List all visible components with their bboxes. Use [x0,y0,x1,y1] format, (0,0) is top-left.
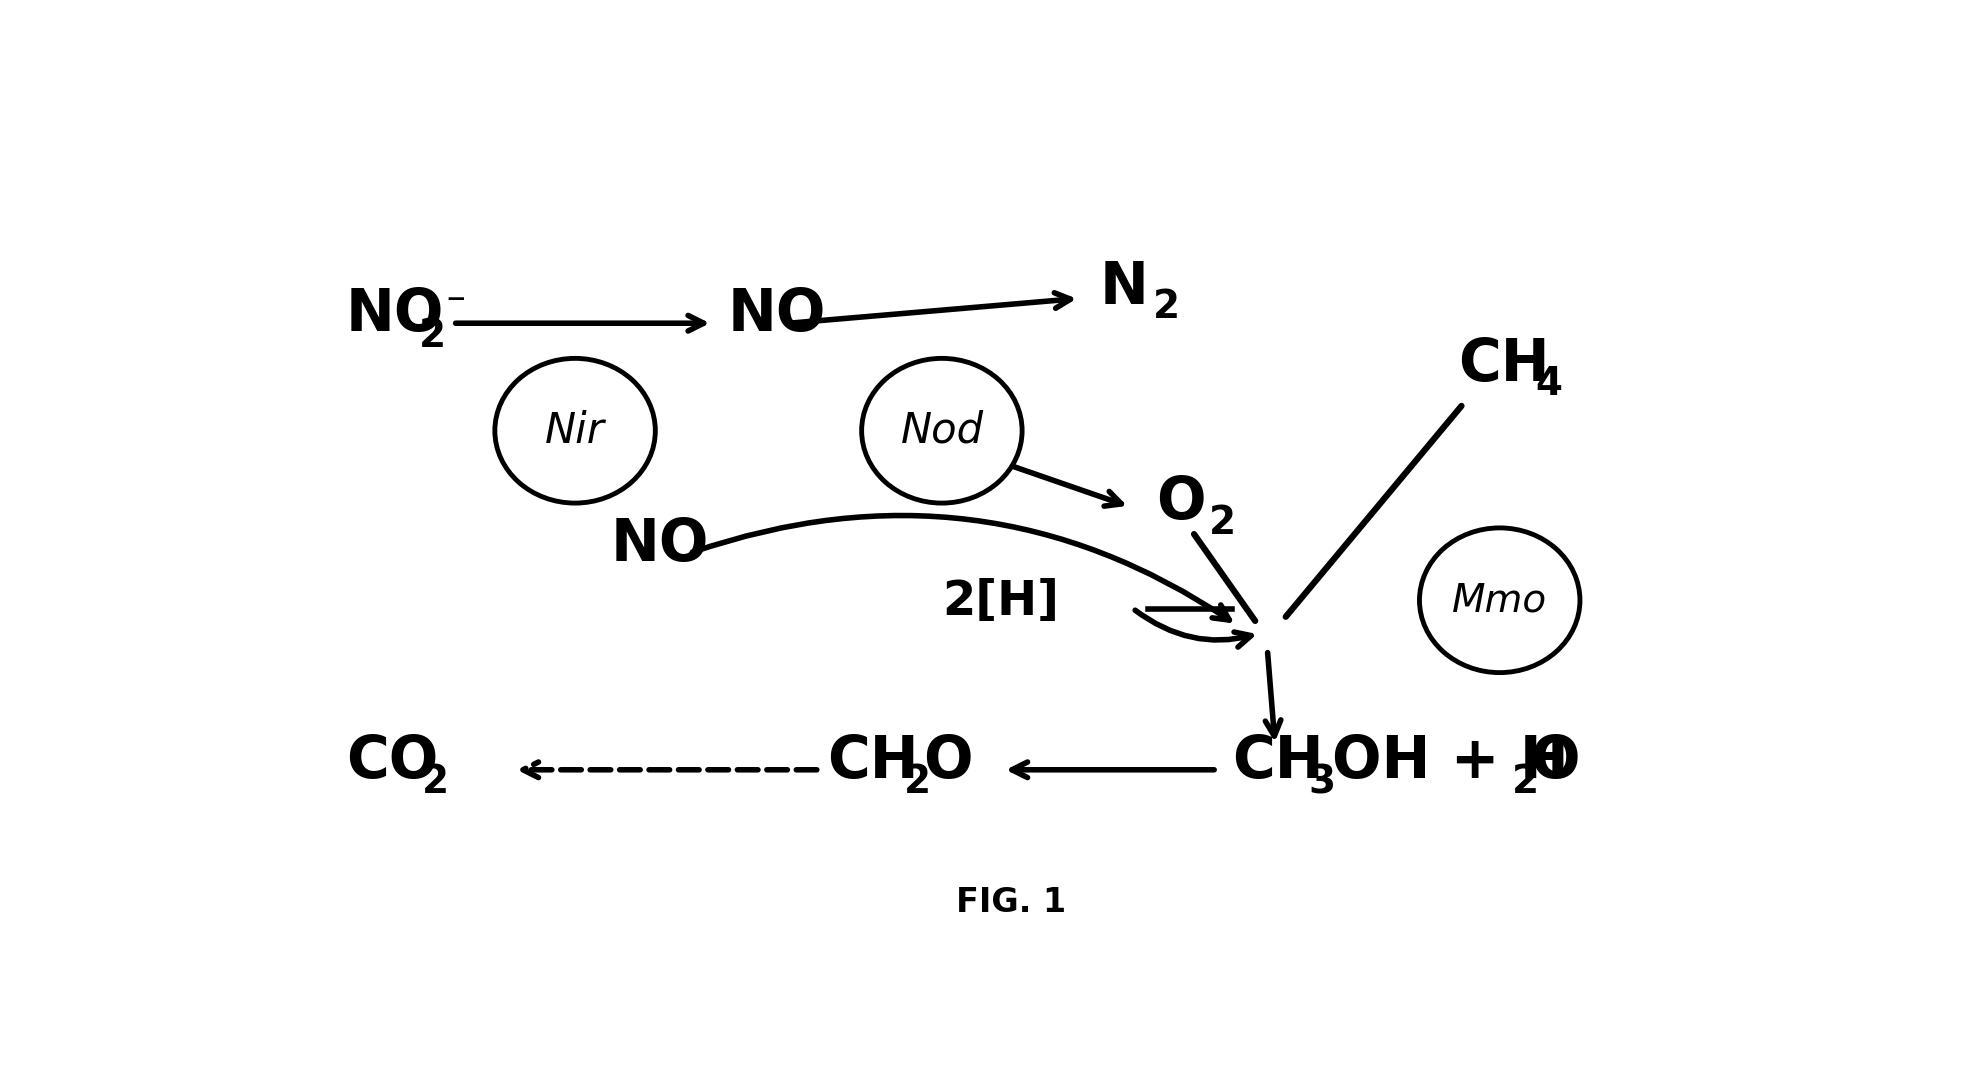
Text: O: O [923,734,972,790]
Text: Nir: Nir [544,409,605,452]
Text: 2[H]: 2[H] [943,579,1059,625]
Text: OH + H: OH + H [1331,734,1568,790]
Ellipse shape [862,359,1021,503]
Text: NO: NO [609,516,708,572]
Ellipse shape [1420,528,1580,672]
Text: 2: 2 [1513,764,1538,801]
Text: 2: 2 [903,764,931,801]
Text: NO: NO [728,287,826,344]
Text: Mmo: Mmo [1451,581,1548,620]
Text: 4: 4 [1534,364,1562,403]
Text: 2: 2 [420,317,446,354]
Text: NO: NO [345,287,444,344]
Text: O: O [1156,475,1205,532]
Text: N: N [1098,259,1148,316]
Text: CO: CO [345,734,438,790]
Text: CH: CH [828,734,919,790]
Text: 2: 2 [1154,288,1179,325]
Text: 2: 2 [1209,505,1236,542]
Text: CH: CH [1232,734,1323,790]
Text: 2: 2 [422,764,450,801]
Text: FIG. 1: FIG. 1 [956,886,1065,918]
Text: O: O [1530,734,1580,790]
Text: CH: CH [1459,336,1550,393]
Text: ⁻: ⁻ [446,288,465,325]
Text: 3: 3 [1309,764,1335,801]
Ellipse shape [495,359,655,503]
Text: Nod: Nod [901,409,984,452]
